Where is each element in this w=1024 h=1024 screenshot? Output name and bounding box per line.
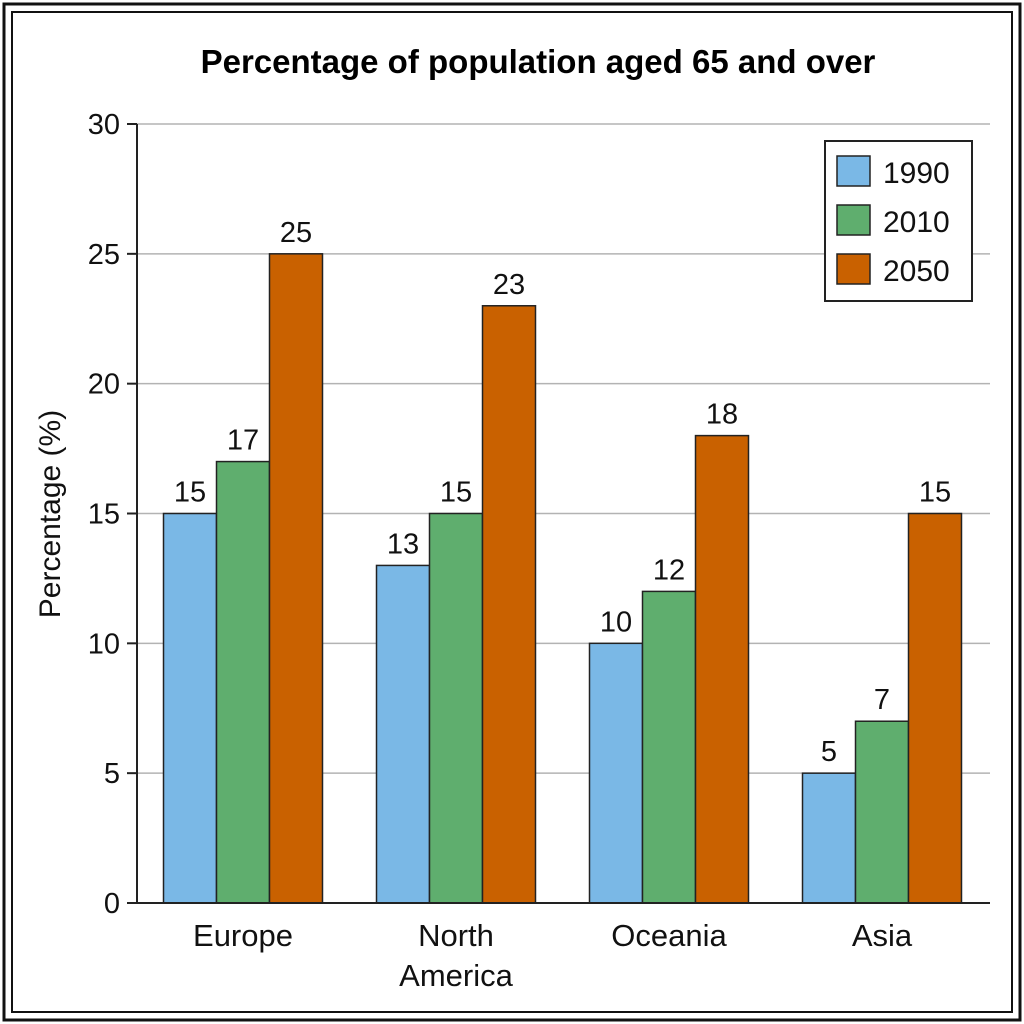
data-label: 15 [440,477,472,509]
x-category-label: Asia [852,918,913,953]
bar [428,512,484,904]
data-label: 17 [227,425,259,457]
data-label: 13 [387,528,419,560]
y-ticks: 0 5 10 15 20 25 30 [88,109,137,920]
x-category-label: North America [399,918,513,993]
bar [588,642,644,904]
data-label: 10 [600,606,632,638]
bar [694,434,750,904]
data-label: 15 [174,477,206,509]
inner-border [11,11,1013,1013]
bar [801,772,857,904]
bar [481,305,537,904]
y-tick-label: 5 [104,758,120,790]
bar [907,512,963,904]
legend-entry: 2050 [883,255,950,288]
bar [215,460,271,904]
y-axis-label: Percentage (%) [34,410,67,618]
y-tick-label: 0 [104,888,120,920]
y-tick-label: 20 [88,369,120,401]
legend-swatch [836,155,871,187]
x-category-label-line: North [418,918,494,953]
y-tick-label: 30 [88,109,120,141]
data-label: 15 [919,477,951,509]
x-category-label-line: Asia [852,918,913,953]
bars [162,253,963,904]
y-tick-label: 10 [88,628,120,660]
bar [375,564,431,904]
category-labels: Europe North America Oceania Asia [193,918,913,993]
data-labels: 15 17 25 13 15 23 10 12 18 5 7 15 [174,217,951,768]
legend: 1990 2010 2050 [824,140,973,302]
data-label: 5 [821,736,837,768]
bar [268,253,324,904]
x-category-label-line: America [399,958,513,993]
x-category-label-line: Europe [193,918,293,953]
data-label: 25 [280,217,312,249]
y-tick-label: 25 [88,239,120,271]
data-label: 12 [653,554,685,586]
data-label: 7 [874,684,890,716]
chart-title: Percentage of population aged 65 and ove… [201,43,876,80]
data-label: 18 [706,399,738,431]
bar [641,590,697,904]
y-tick-label: 15 [88,499,120,531]
legend-swatch [836,204,871,236]
bar [162,512,218,904]
bar [854,720,910,904]
x-category-label-line: Oceania [611,918,727,953]
data-label: 23 [493,269,525,301]
x-category-label: Oceania [611,918,727,953]
legend-entry: 1990 [883,157,950,190]
legend-entry: 2010 [883,206,950,239]
legend-swatch [836,253,871,285]
x-category-label: Europe [193,918,293,953]
